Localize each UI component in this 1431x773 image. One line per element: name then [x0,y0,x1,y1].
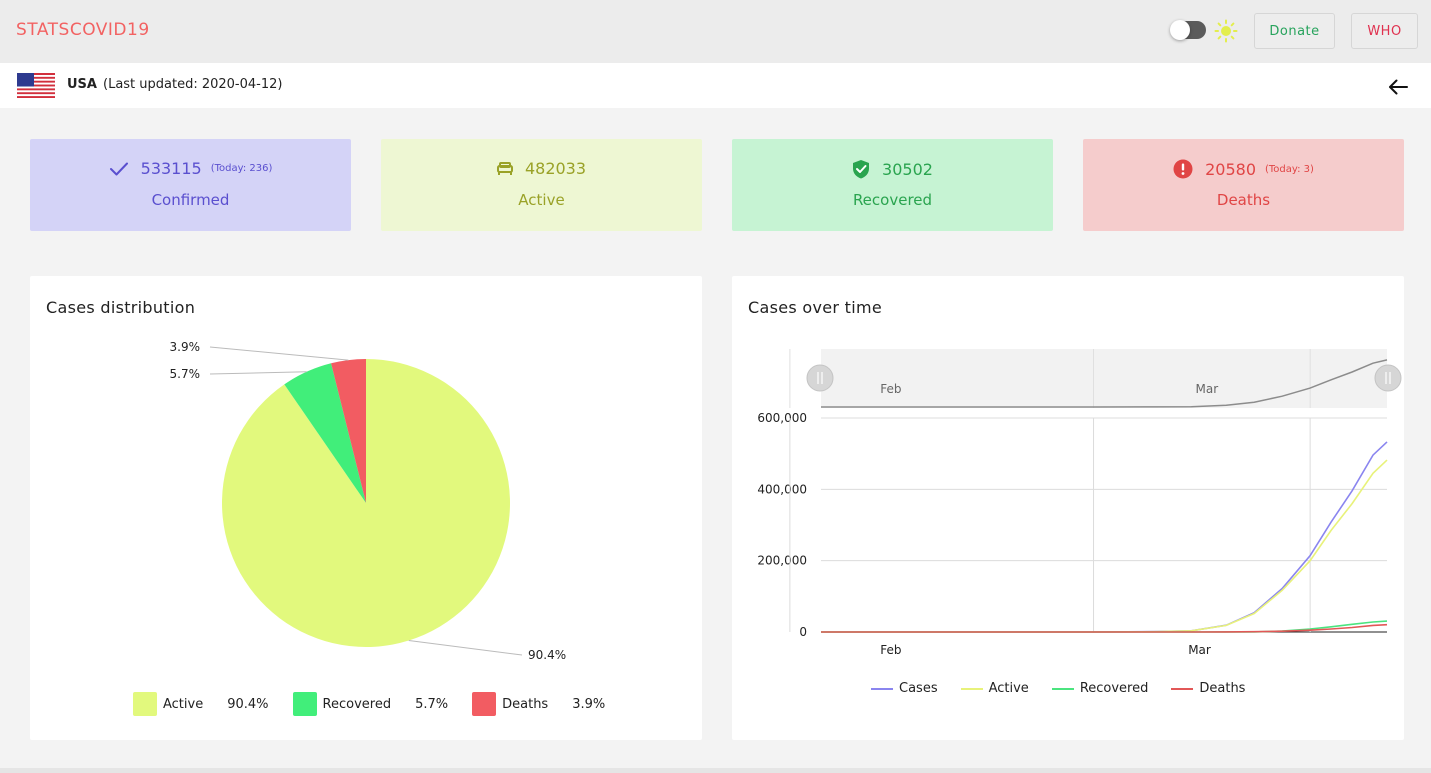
legend-swatch-active [133,692,157,716]
pie-label-recovered: 5.7% [170,367,201,381]
legend-line-cases [871,687,893,690]
series-line-active[interactable] [821,459,1388,633]
legend-item-recovered[interactable]: Recovered 5.7% [292,692,449,716]
confirmed-today: (Today: 236) [210,163,273,174]
top-bar: STATSCOVID19 Donate WHO [0,0,1431,63]
y-tick-label: 0 [799,625,807,639]
pie-leader-recovered [209,371,307,375]
line-legend: Cases Active Recovered Deaths [871,681,1268,696]
navigator-handle-left[interactable] [806,364,834,392]
deaths-label: Deaths [1216,191,1271,209]
navigator-tick-mar: Mar [1196,382,1219,396]
deaths-count: 20580 [1205,159,1256,179]
legend-line-active [960,687,983,690]
confirmed-label: Confirmed [151,191,230,209]
legend-pct-recovered: 5.7% [415,696,449,712]
last-updated: (Last updated: 2020-04-12) [103,77,283,92]
deaths-card: 20580 (Today: 3) Deaths [1083,139,1404,231]
line-chart: Feb Mar 0 200,000 400,000 600,000 Feb Mar [757,349,1402,657]
legend-item-deaths[interactable]: Deaths 3.9% [472,692,605,716]
navigator-tick-feb: Feb [880,382,901,396]
brand-logo[interactable]: STATSCOVID19 [16,20,150,40]
active-label: Active [518,191,565,209]
theme-toggle[interactable] [1170,20,1206,40]
legend-swatch-recovered [292,692,317,716]
sun-icon[interactable] [1214,19,1238,43]
donate-button[interactable]: Donate [1254,13,1335,49]
x-tick-feb: Feb [880,643,901,657]
legend-item-active[interactable]: Active [960,681,1029,696]
series-line-cases[interactable] [821,441,1388,633]
legend-item-recovered[interactable]: Recovered [1051,681,1149,696]
active-count: 482033 [524,159,587,178]
check-icon [109,162,128,175]
legend-item-deaths[interactable]: Deaths [1171,681,1245,696]
legend-pct-deaths: 3.9% [572,696,606,712]
arrow-left-icon[interactable] [1387,77,1409,97]
pie-label-active: 90.4% [528,648,566,662]
legend-label-recovered: Recovered [1079,681,1149,696]
pie-leader-deaths [209,346,349,361]
legend-swatch-deaths [472,692,497,716]
country-bar: USA (Last updated: 2020-04-12) [0,63,1431,108]
bottom-strip [0,768,1431,773]
active-card: 482033 Active [381,139,702,231]
navigator-series-line [821,359,1388,408]
bed-icon [496,161,513,175]
shield-check-icon [853,160,870,179]
legend-line-recovered [1051,687,1074,690]
recovered-label: Recovered [852,191,933,209]
x-tick-mar: Mar [1188,643,1211,657]
pie-slice-active[interactable] [222,359,511,647]
recovered-count: 30502 [882,159,933,179]
deaths-today: (Today: 3) [1265,163,1314,175]
series-line-deaths[interactable] [821,623,1388,633]
pie-slice-recovered[interactable] [284,363,366,503]
pie-legend: Active 90.4% Recovered 5.7% Deaths 3.9% [133,692,629,716]
pie-label-deaths: 3.9% [170,340,201,354]
legend-label-active: Active [163,696,204,712]
y-tick-label: 400,000 [757,482,807,496]
usa-flag-icon [17,73,55,98]
pie-slice-deaths[interactable] [331,359,366,503]
alert-icon [1173,159,1193,179]
legend-label-recovered: Recovered [322,696,392,712]
legend-label-active: Active [988,681,1029,696]
distribution-title: Cases distribution [46,298,196,317]
confirmed-count: 533115 [140,159,202,178]
legend-item-active[interactable]: Active 90.4% [133,692,269,716]
legend-pct-active: 90.4% [227,696,269,712]
navigator-band[interactable] [821,349,1387,408]
who-button[interactable]: WHO [1351,13,1418,49]
legend-label-deaths: Deaths [502,696,549,712]
pie-leader-active [408,640,523,656]
y-tick-label: 600,000 [757,411,807,425]
timeline-title: Cases over time [748,298,882,317]
recovered-card: 30502 Recovered [732,139,1053,231]
legend-line-deaths [1171,687,1194,690]
toggle-knob [1170,20,1190,40]
cases-over-time-panel: Cases over time Feb Mar 0 200,000 400,000 600… [732,276,1404,740]
legend-item-cases[interactable]: Cases [871,681,938,696]
pie-chart: 90.4% 5.7% 3.9% [170,340,567,662]
country-name: USA [67,77,97,92]
legend-label-cases: Cases [899,681,938,696]
y-tick-label: 200,000 [757,554,807,568]
navigator-handle-right[interactable] [1374,364,1402,392]
cases-distribution-panel: Cases distribution 90.4% 5.7% 3.9% Active … [30,276,702,740]
confirmed-card: 533115 (Today: 236) Confirmed [30,139,351,231]
legend-label-deaths: Deaths [1199,681,1246,696]
